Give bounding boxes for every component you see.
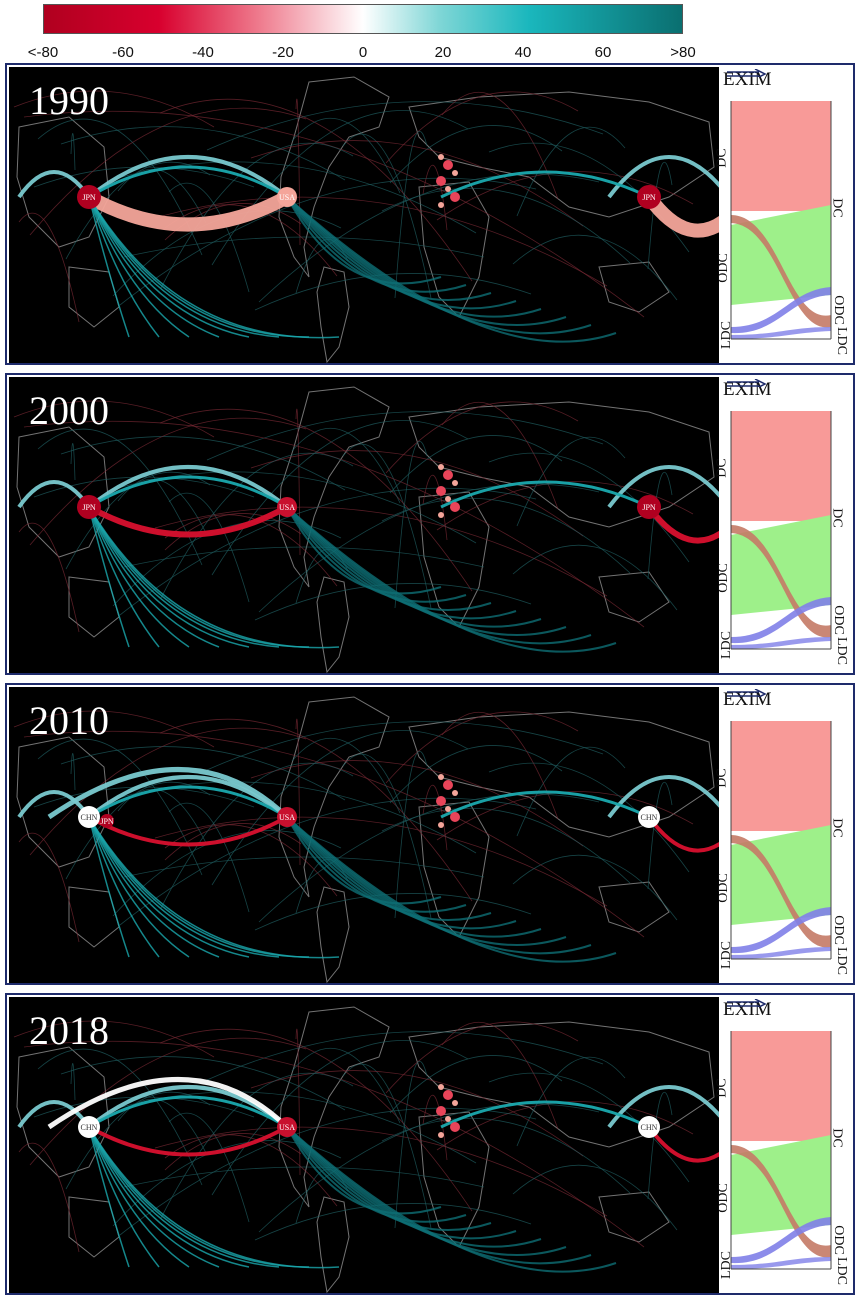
right-arrow-icon: [727, 379, 767, 387]
sankey-import-group-label: ODC: [830, 295, 846, 325]
country-node-label: USA: [279, 193, 295, 202]
sankey-diagram: EX IM DC ODC LDC DC ODC LDC: [715, 65, 853, 361]
sankey-import-group-label: LDC: [834, 637, 849, 665]
legend-tick-label: 40: [514, 44, 532, 61]
sankey-export-group-label: DC: [714, 1078, 730, 1098]
sankey-export-group-label: ODC: [715, 873, 731, 903]
trade-flow-map: JPN USA JPN 2000: [9, 377, 719, 673]
country-node-label: JPN: [82, 503, 96, 512]
legend-tick-label: 0: [358, 44, 368, 61]
sankey-export-group-label: LDC: [719, 941, 734, 969]
country-node-label: CHN: [81, 1123, 98, 1132]
year-panel-2000: JPN USA JPN 2000 EX IM DC ODC LDC DC ODC LDC: [5, 373, 855, 675]
country-node-left-hub: CHN: [78, 806, 100, 828]
country-node-right-hub: CHN: [638, 806, 660, 828]
sankey-header: EX IM: [723, 689, 772, 711]
sankey-import-group-label: DC: [829, 508, 845, 528]
legend-tick-label: -40: [192, 44, 214, 61]
sankey-diagram: EX IM DC ODC LDC DC ODC LDC: [715, 685, 853, 981]
sankey-export-group-label: LDC: [719, 321, 734, 349]
right-arrow-icon: [727, 69, 767, 77]
country-node-label: JPN: [100, 817, 114, 826]
country-node-mid-hub: USA: [277, 497, 297, 517]
legend-tick-label: 20: [434, 44, 452, 61]
country-node-label: CHN: [81, 813, 98, 822]
country-node-left-hub: JPN: [77, 495, 101, 519]
sankey-export-group-label: ODC: [715, 253, 731, 283]
legend-tick-label: -60: [112, 44, 134, 61]
country-node-left-hub-2: JPN: [100, 814, 114, 828]
export-label: EX: [723, 689, 749, 710]
sankey-import-group-label: ODC: [830, 915, 846, 945]
sankey-import-group-label: ODC: [830, 605, 846, 635]
legend-tick-label: <-80: [27, 44, 59, 61]
country-node-label: CHN: [641, 1123, 658, 1132]
country-node-label: JPN: [642, 193, 656, 202]
year-panel-2018: CHN USA CHN 2018 EX IM DC ODC LDC DC ODC LDC: [5, 993, 855, 1295]
sankey-import-group-label: LDC: [834, 327, 849, 355]
sankey-export-group-label: ODC: [715, 1183, 731, 1213]
year-panel-2010: CHN JPN USA CHN 2010 EX IM DC ODC LDC DC ODC LDC: [5, 683, 855, 985]
trade-flow-map: JPN USA JPN 1990: [9, 67, 719, 363]
sankey-header: EX IM: [723, 69, 772, 91]
country-node-mid-hub: USA: [277, 187, 297, 207]
color-scale-bar: [43, 4, 683, 34]
sankey-header: EX IM: [723, 379, 772, 401]
export-label: EX: [723, 999, 749, 1020]
country-node-left-hub: JPN: [77, 185, 101, 209]
trade-flow-map: CHN JPN USA CHN 2010: [9, 687, 719, 983]
sankey-import-group-label: DC: [829, 818, 845, 838]
sankey-export-group-label: DC: [714, 458, 730, 478]
sankey-import-group-label: DC: [829, 198, 845, 218]
sankey-import-group-label: DC: [829, 1128, 845, 1148]
sankey-import-group-label: LDC: [834, 1257, 849, 1285]
sankey-diagram: EX IM DC ODC LDC DC ODC LDC: [715, 995, 853, 1291]
year-label: 2010: [29, 698, 109, 743]
country-node-label: CHN: [641, 813, 658, 822]
sankey-export-group-label: ODC: [715, 563, 731, 593]
sankey-import-group-label: LDC: [834, 947, 849, 975]
sankey-header: EX IM: [723, 999, 772, 1021]
country-node-label: JPN: [82, 193, 96, 202]
sankey-export-group-label: DC: [714, 768, 730, 788]
legend-tick-label: -20: [272, 44, 294, 61]
country-node-label: USA: [279, 503, 295, 512]
country-node-mid-hub: USA: [277, 1117, 297, 1137]
year-label: 2000: [29, 388, 109, 433]
year-label: 2018: [29, 1008, 109, 1053]
export-label: EX: [723, 69, 749, 90]
year-panel-1990: JPN USA JPN 1990 EX IM DC ODC LDC DC ODC LDC: [5, 63, 855, 365]
country-node-right-hub: CHN: [638, 1116, 660, 1138]
sankey-diagram: EX IM DC ODC LDC DC ODC LDC: [715, 375, 853, 671]
country-node-left-hub: CHN: [78, 1116, 100, 1138]
sankey-export-group-label: LDC: [719, 631, 734, 659]
sankey-import-group-label: ODC: [830, 1225, 846, 1255]
sankey-export-group-label: DC: [714, 148, 730, 168]
right-arrow-icon: [727, 999, 767, 1007]
year-label: 1990: [29, 78, 109, 123]
trade-flow-map: CHN USA CHN 2018: [9, 997, 719, 1293]
country-node-label: USA: [279, 813, 295, 822]
legend-tick-label: 60: [594, 44, 612, 61]
country-node-mid-hub: USA: [277, 807, 297, 827]
legend-tick-label: >80: [670, 44, 696, 61]
country-node-label: USA: [279, 1123, 295, 1132]
export-label: EX: [723, 379, 749, 400]
sankey-export-group-label: LDC: [719, 1251, 734, 1279]
country-node-label: JPN: [642, 503, 656, 512]
right-arrow-icon: [727, 689, 767, 697]
country-node-right-hub: JPN: [637, 185, 661, 209]
country-node-right-hub: JPN: [637, 495, 661, 519]
